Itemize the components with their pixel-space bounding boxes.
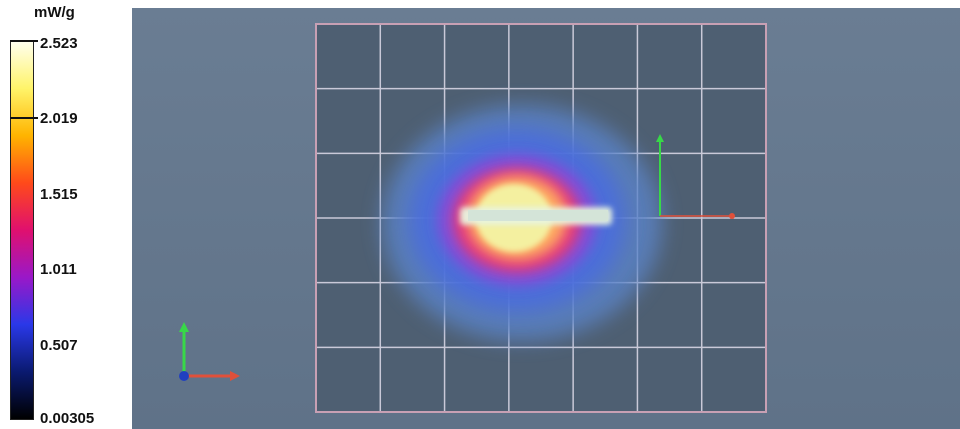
probe-axes: [656, 134, 735, 219]
legend-tick-mark: [10, 40, 38, 42]
colorbar-gradient: [10, 40, 34, 420]
legend-tick-min: 0.00305: [40, 410, 95, 427]
legend-tick-max: 2.523: [40, 35, 78, 52]
field-visualization: [179, 23, 767, 413]
color-legend: mW/g 2.523 2.019 1.515 1.011 0.507 0.003…: [0, 0, 130, 429]
triad-y-arrowhead: [179, 322, 189, 332]
sar-distribution: [382, 105, 662, 341]
legend-tick-2: 2.019: [40, 110, 78, 127]
grid-border: [315, 23, 767, 413]
probe-y-arrowhead: [656, 134, 664, 142]
legend-tick-3: 1.515: [40, 186, 78, 203]
legend-tick-4: 1.011: [40, 261, 77, 278]
peak-band-core: [468, 210, 608, 221]
triad-z-axis: [179, 371, 189, 381]
legend-unit-label: mW/g: [34, 4, 75, 21]
orientation-triad: [179, 322, 240, 381]
probe-x-endpoint: [729, 213, 735, 219]
legend-tick-mark: [10, 117, 38, 119]
legend-tick-5: 0.507: [40, 337, 78, 354]
3d-viewport[interactable]: [132, 8, 960, 429]
triad-x-arrowhead: [230, 371, 240, 381]
